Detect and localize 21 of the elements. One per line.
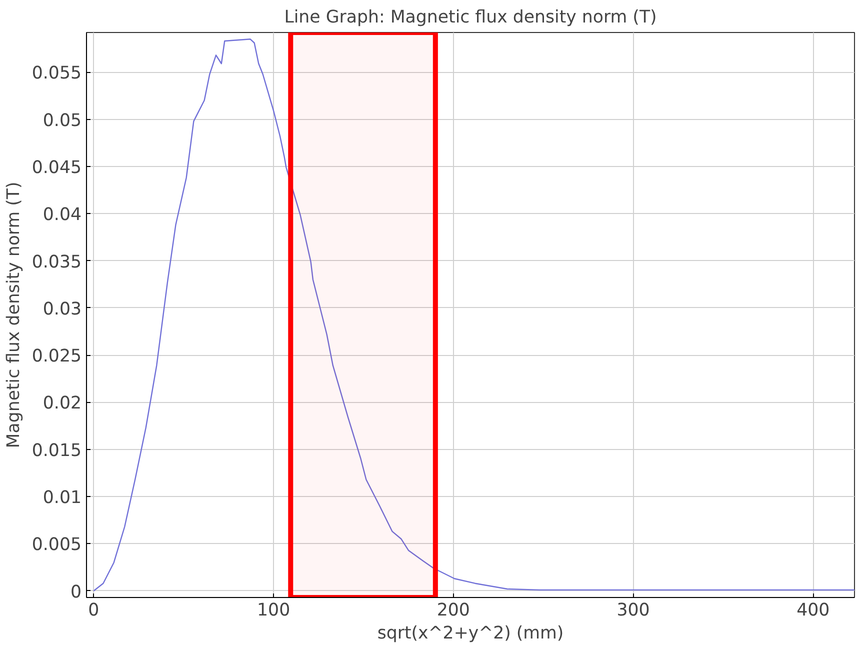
- x-tick-label: 0: [88, 600, 100, 620]
- y-tick-label: 0.005: [32, 535, 82, 556]
- x-axis-title: sqrt(x^2+y^2) (mm): [377, 624, 564, 644]
- line-series: [93, 38, 854, 592]
- y-axis-title: Magnetic flux density norm (T): [4, 182, 24, 448]
- y-tick-label: 0.04: [42, 205, 82, 226]
- y-tick-label: 0.025: [32, 346, 82, 367]
- y-tick-label: 0.01: [42, 488, 82, 508]
- y-tick-label: 0.02: [42, 394, 82, 414]
- chart-title: Line Graph: Magnetic flux density norm (T): [284, 8, 657, 28]
- y-tick-label: 0.055: [32, 64, 82, 84]
- y-tick-label: 0.035: [32, 252, 82, 272]
- y-tick-label: 0.045: [32, 158, 82, 178]
- y-tick-label: 0: [70, 582, 82, 602]
- y-tick-label: 0.015: [32, 440, 82, 461]
- y-tick-label: 0.05: [42, 110, 82, 131]
- x-tick-label: 100: [257, 600, 290, 620]
- y-tick-label: 0.03: [42, 299, 82, 320]
- x-tick-label: 200: [436, 600, 470, 620]
- x-tick-label: 400: [796, 600, 830, 620]
- x-tick-label: 300: [616, 600, 650, 620]
